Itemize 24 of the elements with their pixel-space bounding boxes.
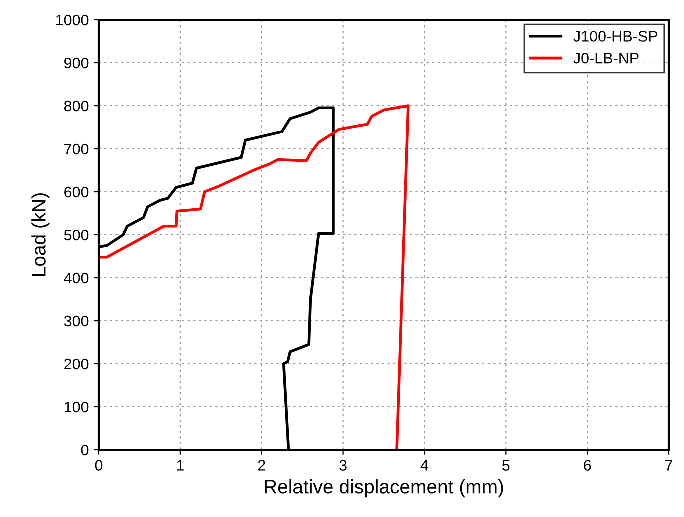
- y-tick-label: 1000: [56, 14, 89, 26]
- y-tick-label: 100: [64, 402, 89, 413]
- x-tick-label: 0: [95, 460, 103, 471]
- y-axis-title: Load (kN): [32, 194, 50, 276]
- y-tick-label: 500: [64, 230, 89, 241]
- x-tick-label: 3: [340, 460, 347, 471]
- y-tick-label: 700: [64, 144, 89, 155]
- x-tick-label: 4: [420, 460, 429, 471]
- x-axis-title: Relative displacement (mm): [265, 480, 504, 498]
- legend-label: J100-HB-SP: [574, 31, 658, 42]
- line-series: [99, 104, 410, 450]
- x-tick-label: 1: [177, 460, 184, 471]
- y-tick-label: 600: [64, 186, 89, 198]
- y-tick-label: 0: [81, 444, 89, 456]
- y-tick-label: 300: [64, 316, 89, 327]
- x-tick-label: 6: [584, 460, 592, 471]
- y-tick-label: 800: [64, 100, 89, 112]
- y-tick-label: 900: [64, 58, 89, 69]
- y-tick-label: 400: [64, 272, 89, 284]
- legend-label: J0-LB-NP: [574, 52, 639, 64]
- x-tick-label: 7: [666, 460, 672, 471]
- x-tick-label: 2: [258, 460, 266, 471]
- x-tick-label: 5: [502, 460, 510, 471]
- y-tick-label: 200: [64, 358, 89, 370]
